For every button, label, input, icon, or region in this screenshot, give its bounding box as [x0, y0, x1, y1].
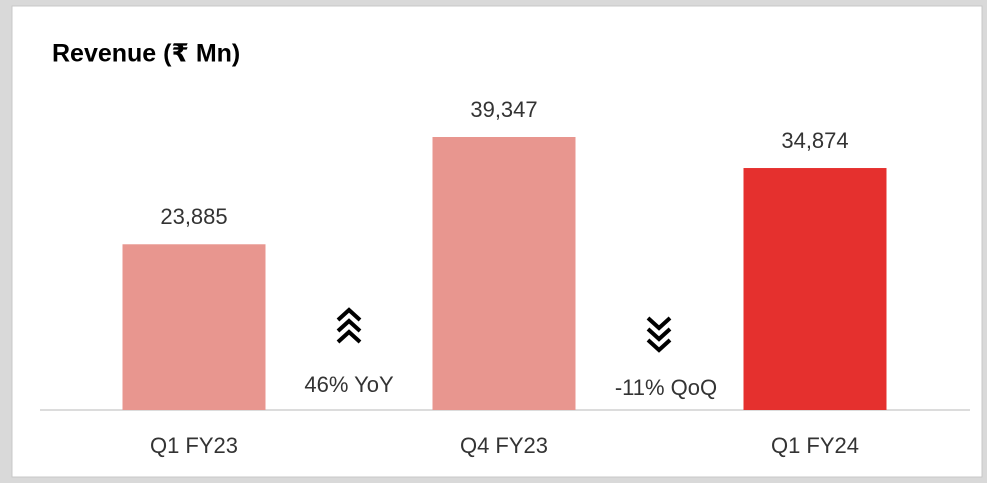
value-label: 34,874: [781, 128, 848, 153]
annotation: -11% QoQ: [615, 375, 717, 400]
bar: [122, 244, 266, 410]
chart-title: Revenue (₹ Mn): [52, 40, 240, 68]
bar: [432, 137, 576, 410]
annotation: 46% YoY: [304, 372, 394, 397]
value-label: 39,347: [470, 97, 537, 122]
value-label: 23,885: [160, 204, 227, 229]
up-arrow: [336, 307, 362, 344]
bar: [743, 168, 887, 410]
down-arrow: [646, 316, 672, 353]
x-tick-label: Q4 FY23: [460, 433, 548, 458]
x-tick-label: Q1 FY23: [150, 433, 238, 458]
x-tick-label: Q1 FY24: [771, 433, 859, 458]
